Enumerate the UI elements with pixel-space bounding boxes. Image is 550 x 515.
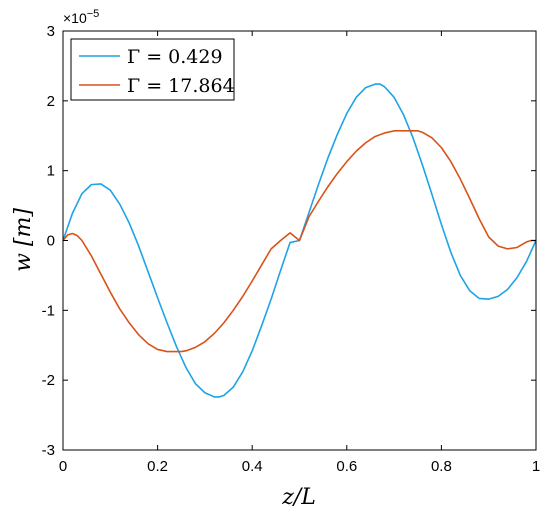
legend-box	[70, 38, 235, 101]
x-tick-label: 0.8	[431, 458, 452, 475]
y-tick-label: -2	[42, 372, 55, 389]
y-tick-label: 0	[47, 233, 55, 250]
x-axis-label: z/L	[281, 485, 316, 510]
legend: Γ = 0.429 Γ = 17.864	[70, 38, 235, 101]
x-tick-label: 0	[59, 458, 67, 475]
axis-ticks: 0 0.2 0.4 0.6 0.8 1 -3 -2 -1 0 1 2 3	[42, 23, 541, 475]
y-tick-label: 2	[47, 93, 55, 110]
x-tick-label: 0.2	[147, 458, 168, 475]
exponent-base: ×10	[63, 10, 87, 26]
exponent-power: −5	[87, 8, 100, 20]
y-tick-label: -1	[42, 302, 55, 319]
x-tick-label: 0.4	[242, 458, 263, 475]
y-tick-label: 1	[47, 163, 55, 180]
legend-label-series-2: Γ = 17.864	[127, 75, 235, 97]
y-tick-label: 3	[47, 23, 55, 40]
x-tick-label: 0.6	[336, 458, 357, 475]
x-tick-label: 1	[532, 458, 540, 475]
y-axis-label: w [m]	[11, 208, 36, 272]
exponent-label: ×10−5	[63, 8, 99, 26]
series-line-2	[62, 130, 536, 353]
legend-label-series-1: Γ = 0.429	[127, 46, 223, 68]
y-tick-label: -3	[42, 442, 55, 459]
series-lines	[62, 83, 537, 398]
